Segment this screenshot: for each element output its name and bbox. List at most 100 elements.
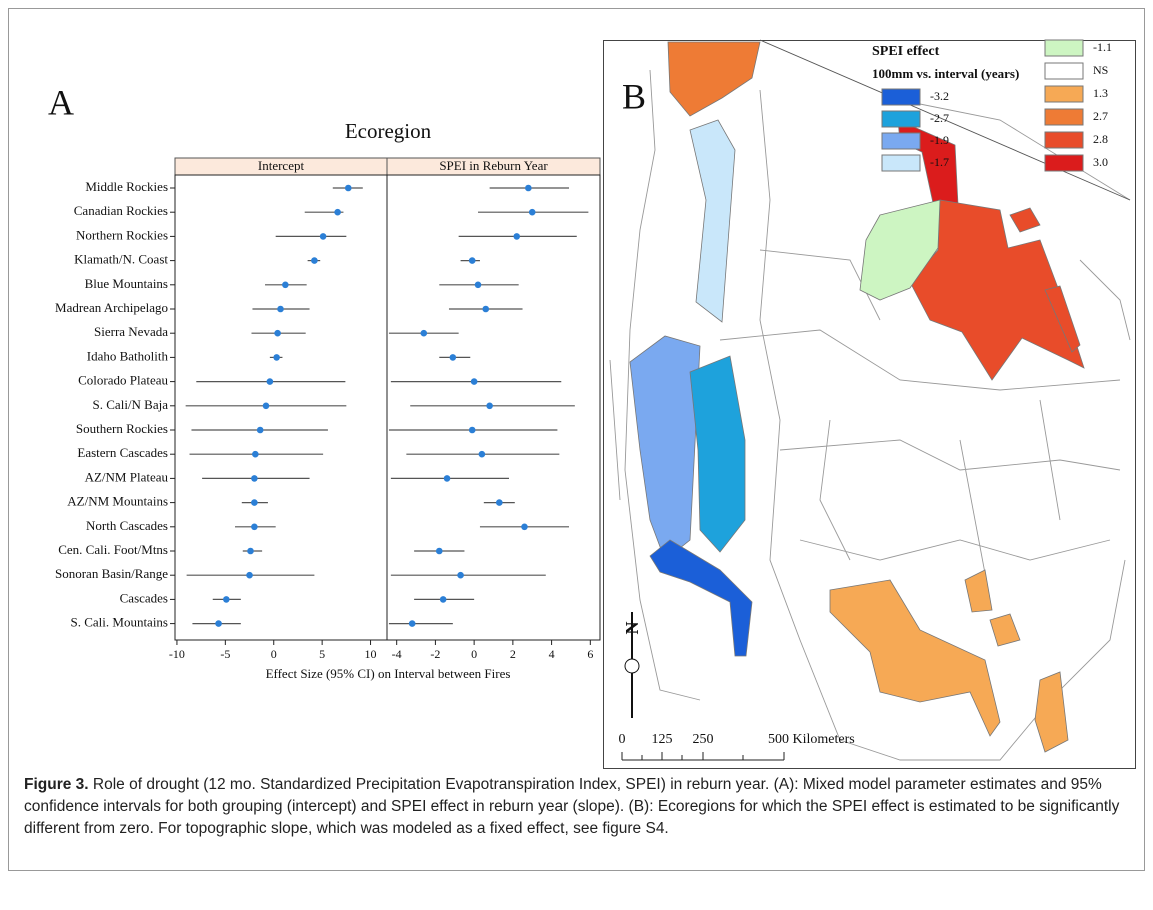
estimate-point — [334, 208, 341, 216]
ecoregion — [689, 119, 736, 323]
legend-swatch — [1044, 154, 1084, 172]
border-line — [759, 39, 1131, 201]
estimate-point — [274, 329, 281, 337]
estimate-point — [311, 257, 318, 264]
legend-title: SPEI effect — [872, 44, 940, 59]
category-label: Blue Mountains — [85, 276, 168, 291]
estimate-point — [457, 571, 464, 579]
facet-label: Intercept — [258, 158, 305, 173]
x-tick-label: -4 — [392, 647, 402, 661]
ecoregion — [989, 613, 1021, 647]
category-label: Sierra Nevada — [94, 324, 168, 339]
estimate-point — [496, 499, 503, 506]
legend-swatch — [881, 88, 921, 106]
scale-label: 0 — [619, 732, 626, 747]
legend-label: 2.8 — [1093, 132, 1108, 146]
ecoregion — [1009, 207, 1041, 233]
estimate-point — [251, 523, 258, 531]
legend-swatch — [1044, 39, 1084, 57]
estimate-point — [525, 184, 532, 192]
estimate-point — [344, 184, 352, 192]
estimate-point — [215, 620, 222, 627]
estimate-point — [408, 620, 416, 627]
panel-label: A — [48, 82, 74, 122]
panel-label: B — [622, 76, 646, 116]
estimate-point — [282, 281, 289, 289]
estimate-point — [478, 450, 486, 458]
legend-label: -1.1 — [1093, 40, 1112, 54]
figure-border — [8, 8, 1145, 871]
ecoregion — [667, 41, 761, 117]
ecoregion — [964, 569, 993, 613]
scale-label: 500 Kilometers — [768, 732, 855, 747]
estimate-point — [252, 450, 259, 458]
estimate-point — [262, 402, 270, 410]
estimate-point — [246, 571, 253, 579]
legend-swatch — [881, 154, 921, 172]
category-label: Eastern Cascades — [77, 445, 168, 460]
x-tick-label: -10 — [169, 647, 185, 661]
legend-swatch — [881, 110, 921, 128]
caption: Figure 3. Role of drought (12 mo. Standa… — [24, 774, 1129, 840]
estimate-point — [468, 426, 476, 434]
estimate-point — [251, 499, 258, 506]
category-label: North Cascades — [86, 518, 168, 533]
legend-label: -1.9 — [930, 133, 949, 147]
map — [609, 39, 1131, 761]
x-tick-label: 10 — [365, 647, 377, 661]
legend-label: 3.0 — [1093, 155, 1108, 169]
ecoregion — [829, 579, 1001, 737]
estimate-point — [251, 475, 258, 482]
legend-label: 1.3 — [1093, 86, 1108, 100]
x-tick-label: 6 — [587, 647, 593, 661]
category-label: Northern Rockies — [76, 227, 168, 242]
caption-text: Role of drought (12 mo. Standardized Pre… — [24, 776, 1120, 837]
estimate-point — [449, 354, 457, 361]
estimate-point — [528, 208, 536, 216]
x-tick-label: 5 — [319, 647, 325, 661]
legend-swatch — [1044, 85, 1084, 103]
estimate-point — [443, 475, 451, 482]
estimate-point — [319, 233, 327, 240]
caption-label: Figure 3. — [24, 776, 89, 793]
estimate-point — [420, 329, 428, 337]
category-label: Colorado Plateau — [78, 373, 168, 388]
ecoregion — [649, 539, 753, 657]
facet-label: SPEI in Reburn Year — [439, 158, 548, 173]
category-label: Idaho Batholith — [87, 348, 169, 363]
category-label: Sonoran Basin/Range — [55, 566, 168, 581]
forest-plot: Middle Rockies Canadian Rockies Northern R… — [55, 157, 601, 661]
ecoregion — [1034, 671, 1069, 753]
ecoregion — [859, 199, 941, 301]
x-tick-label: -5 — [220, 647, 230, 661]
legend-label: -3.2 — [930, 89, 949, 103]
estimate-point — [223, 596, 230, 603]
estimate-point — [486, 402, 493, 410]
x-tick-label: -2 — [430, 647, 440, 661]
estimate-point — [474, 281, 482, 289]
legend-subtitle: 100mm vs. interval (years) — [872, 66, 1019, 81]
estimate-point — [468, 257, 476, 264]
legend-label: NS — [1093, 63, 1108, 77]
category-label: S. Cali/N Baja — [93, 397, 169, 412]
category-label: Klamath/N. Coast — [74, 252, 168, 267]
x-tick-label: 0 — [271, 647, 277, 661]
category-label: S. Cali. Mountains — [70, 615, 168, 630]
category-label: Cen. Cali. Foot/Mtns — [58, 542, 168, 557]
north-arrow: N — [622, 612, 642, 718]
category-label: Canadian Rockies — [74, 203, 168, 218]
legend-label: 2.7 — [1093, 109, 1108, 123]
category-label: AZ/NM Mountains — [67, 494, 168, 509]
estimate-point — [277, 305, 284, 313]
legend-label: -1.7 — [930, 155, 949, 169]
estimate-point — [482, 305, 490, 313]
legend-swatch — [881, 132, 921, 150]
estimate-point — [521, 523, 528, 531]
panel-frame — [386, 174, 601, 641]
estimate-point — [273, 354, 280, 361]
x-tick-label: 0 — [471, 647, 477, 661]
scale-label: 125 — [652, 732, 673, 747]
scale-label: 250 — [693, 732, 714, 747]
